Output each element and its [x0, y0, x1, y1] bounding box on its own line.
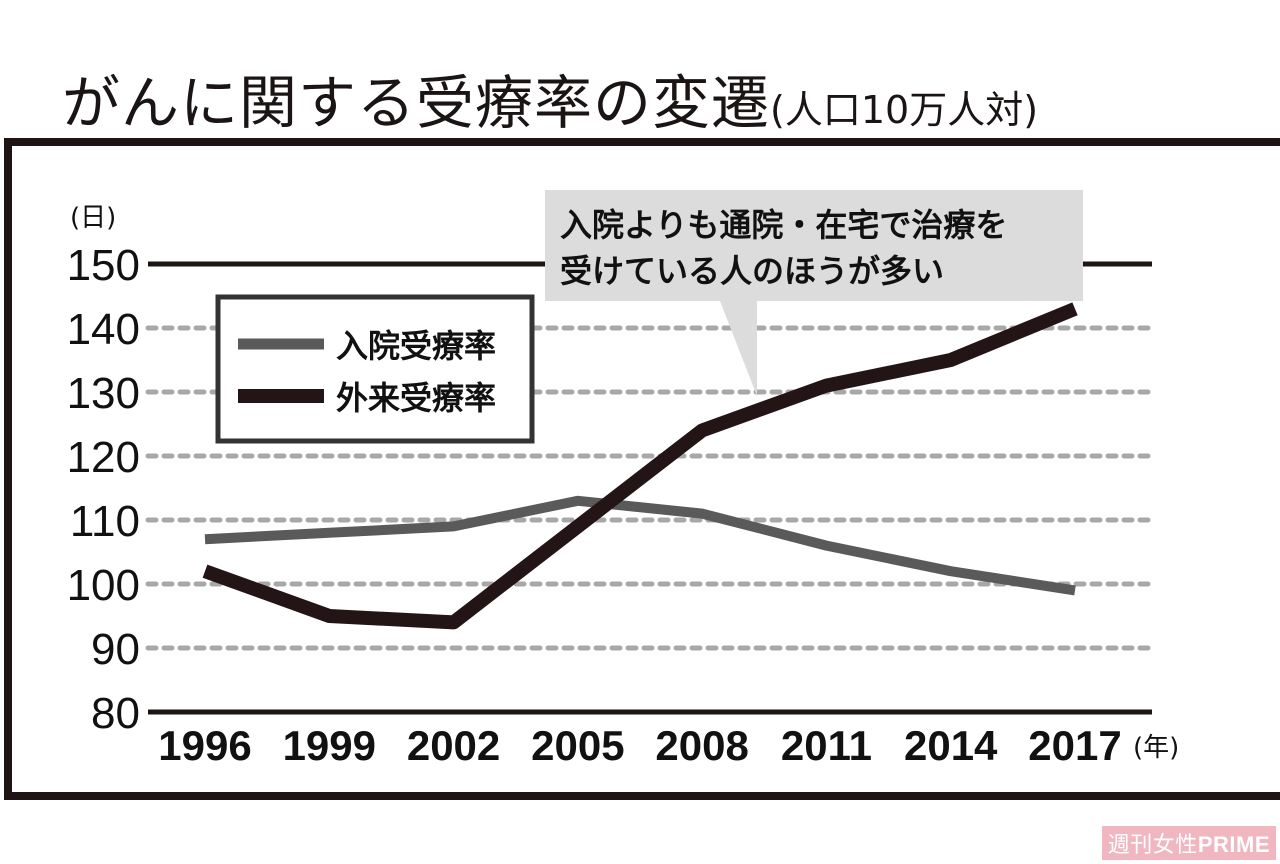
y-tick-label: 140	[67, 305, 140, 354]
publisher-watermark: 週刊女性PRIME	[1101, 826, 1276, 860]
x-tick-label: 2014	[904, 722, 998, 769]
y-axis-ticks: 80 90 100 110 120 130 140 150	[67, 241, 140, 738]
x-tick-label: 2002	[407, 722, 500, 769]
watermark-publisher: 週刊女性	[1107, 832, 1198, 857]
legend-label-inpatient: 入院受療率	[336, 327, 496, 365]
y-tick-label: 130	[67, 369, 140, 418]
legend-label-outpatient: 外来受療率	[336, 379, 496, 417]
y-tick-label: 110	[70, 497, 140, 546]
callout-line-1: 入院よりも通院・在宅で治療を	[560, 206, 1007, 244]
callout-line-2: 受けている人のほうが多い	[560, 252, 944, 290]
series-lines	[202, 302, 1078, 630]
callout: 入院よりも通院・在宅で治療を 受けている人のほうが多い	[545, 190, 1083, 396]
x-tick-label: 1999	[283, 722, 376, 769]
x-axis-ticks: 1996 1999 2002 2005 2008 2011 2014 2017	[158, 722, 1121, 769]
y-tick-label: 80	[91, 689, 140, 738]
x-tick-label: 2005	[531, 722, 624, 769]
y-tick-label: 150	[67, 241, 140, 290]
x-tick-label: 2011	[781, 722, 872, 769]
y-tick-label: 100	[67, 561, 140, 610]
y-axis-unit: (日)	[70, 203, 116, 233]
legend: 入院受療率 外来受療率	[215, 294, 535, 444]
x-axis-unit: (年)	[1133, 733, 1179, 763]
chart-title: がんに関する受療率の変遷(人口10万人対)	[62, 56, 1038, 140]
series-line-outpatient	[202, 302, 1078, 630]
x-tick-label: 1996	[158, 722, 251, 769]
series-line-inpatient	[204, 495, 1076, 596]
watermark-brand: PRIME	[1197, 832, 1270, 857]
y-tick-label: 90	[91, 625, 140, 674]
chart-frame	[4, 138, 1280, 800]
legend-box	[215, 294, 535, 444]
x-tick-label: 2017	[1028, 722, 1121, 769]
chart-title-main: がんに関する受療率の変遷	[62, 69, 771, 137]
y-tick-label: 120	[67, 433, 140, 482]
callout-bubble	[545, 190, 1083, 396]
chart-title-sub: (人口10万人対)	[770, 88, 1039, 132]
x-tick-label: 2008	[655, 722, 748, 769]
